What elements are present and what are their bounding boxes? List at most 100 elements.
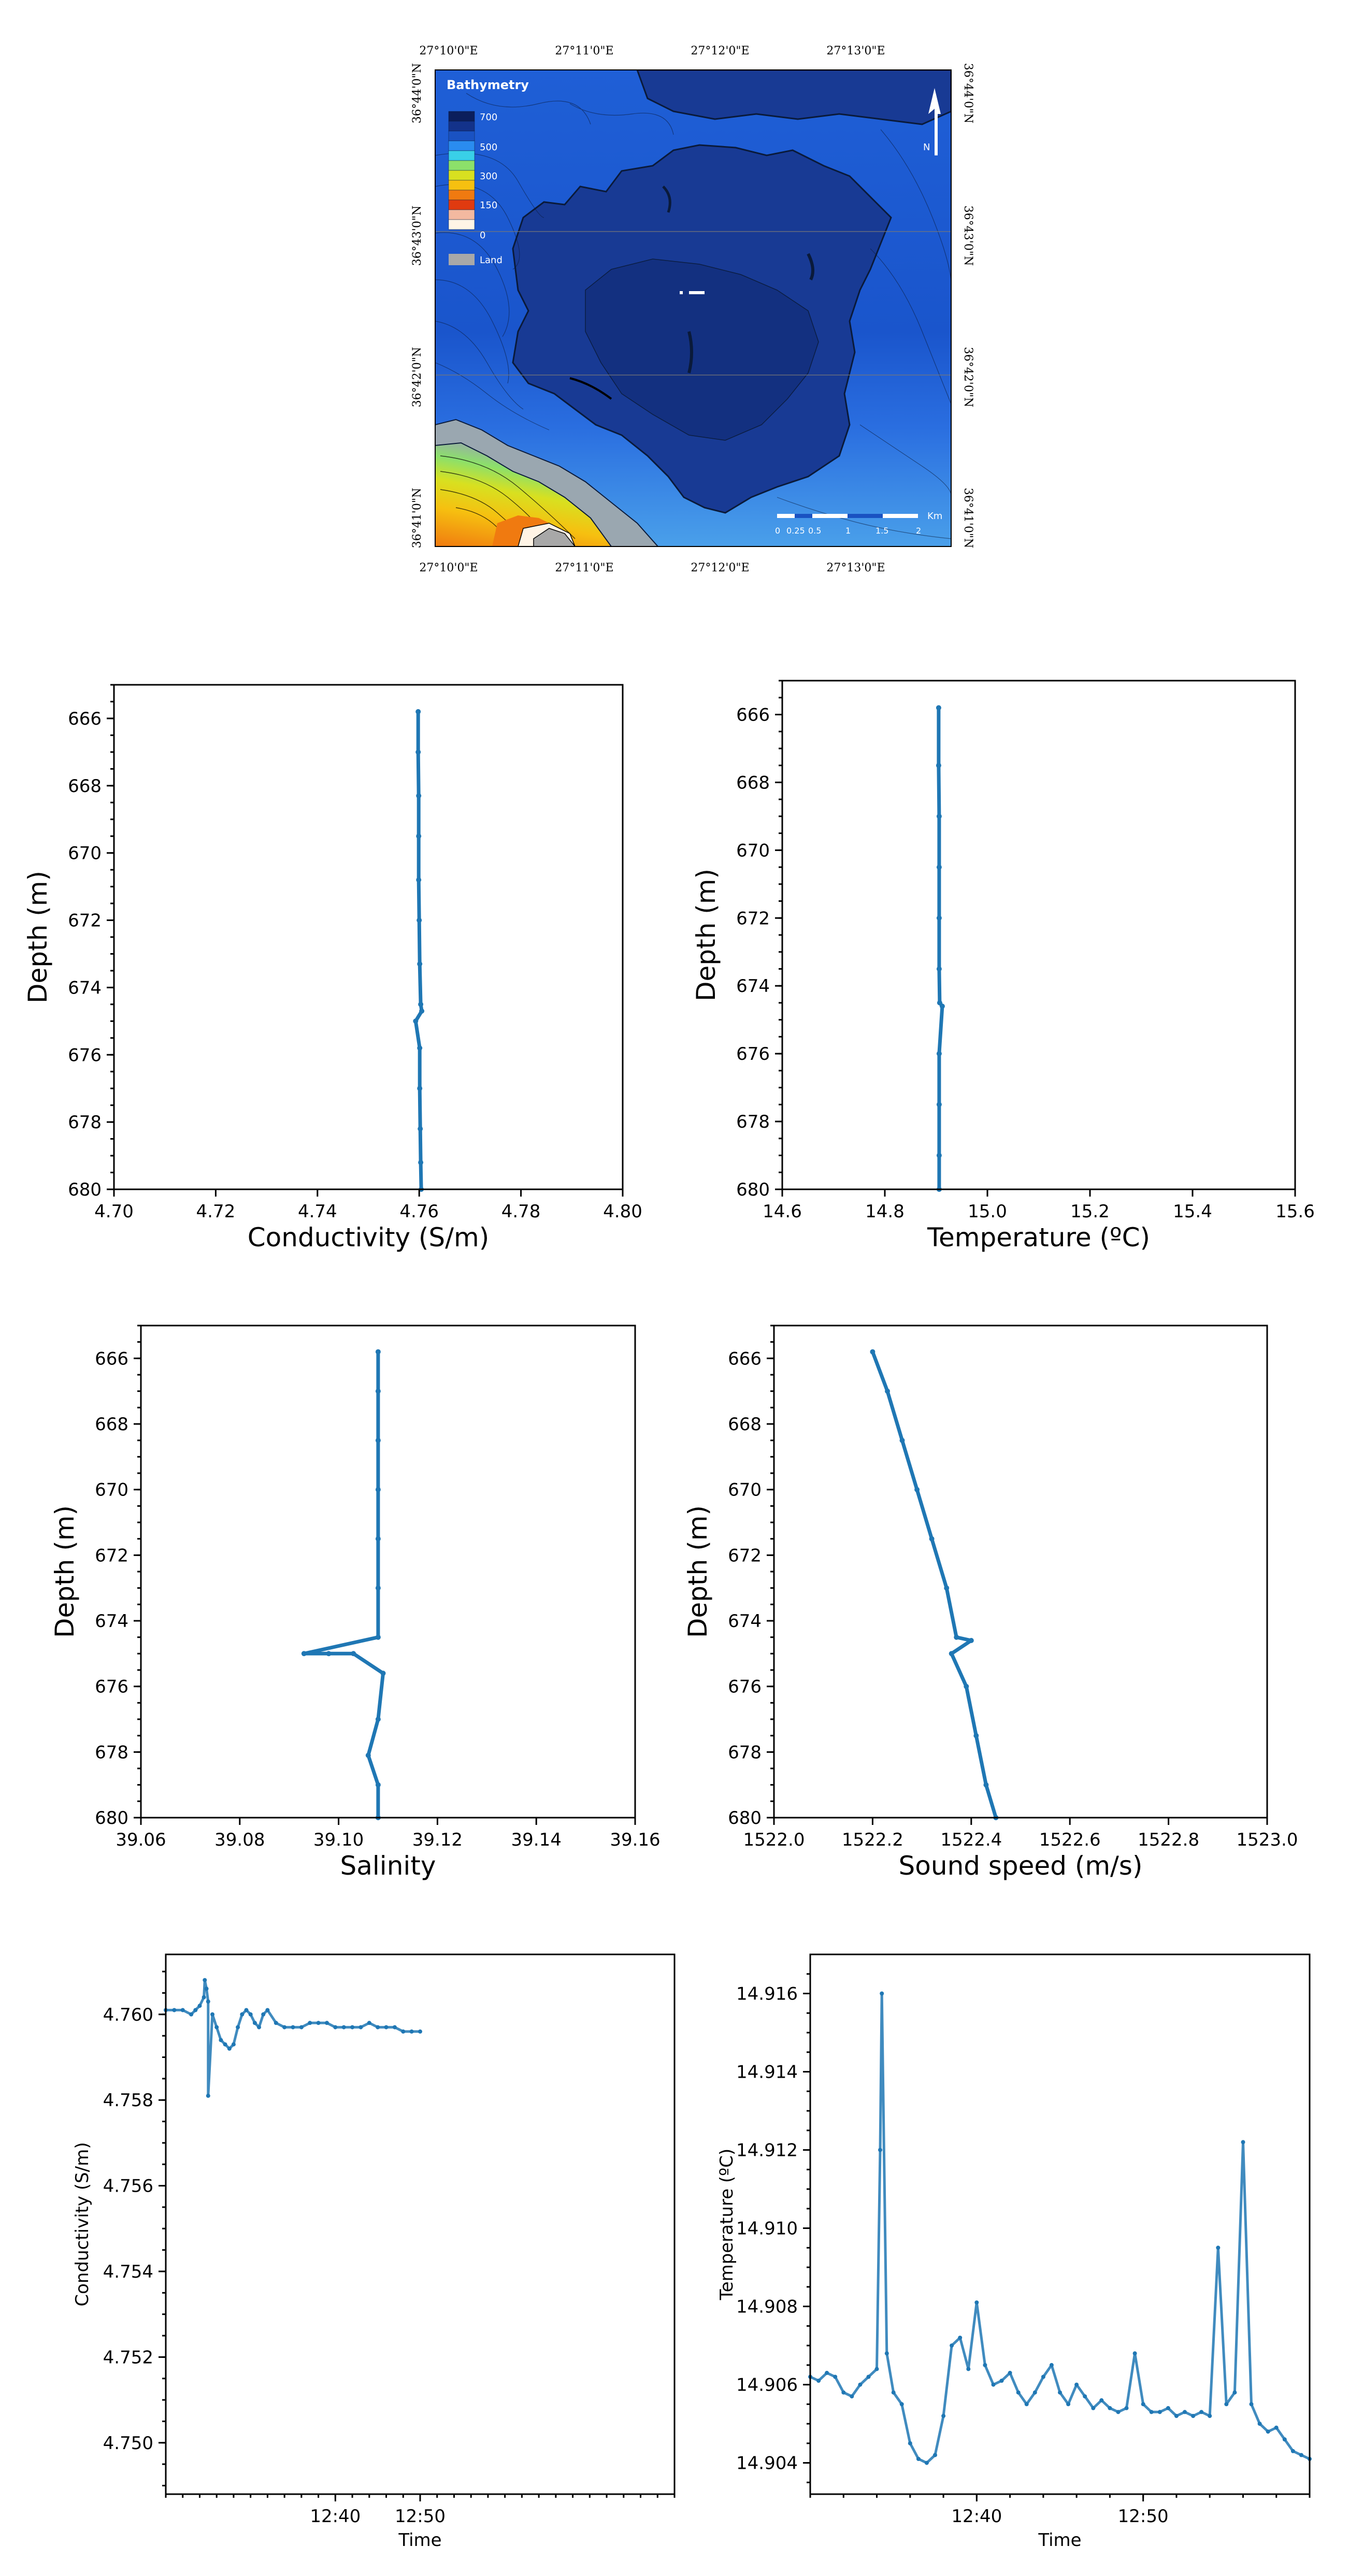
conductivity-time-point-41 [204,1987,209,1991]
conductivity-time-point-13 [231,2042,236,2047]
conductivity-time-point-28 [325,2021,329,2025]
temperature-profile-point-8 [936,1051,942,1057]
scale-label-0-5: 0.5 [808,526,821,536]
temperature-time-point-23 [983,2363,987,2367]
lon-label-top-0: 27°10'0"E [419,45,478,57]
conductivity-profile-x-axis-label: Conductivity (S/m) [248,1222,489,1253]
conductivity-profile-trace [413,711,424,1190]
salinity-profile-point-5 [375,1585,381,1591]
legend-swatch-7 [448,180,475,191]
conductivity-profile-ytick-label-0: 666 [68,709,102,729]
conductivity-profile-x-ticks: 4.70 4.72 4.74 4.76 4.78 4.80 [94,1189,642,1222]
temperature-time-y-axis-label: Temperature (ºC) [716,2149,737,2300]
temperature-time-ytick-label-3: 14.910 [736,2219,798,2239]
conductivity-profile-point-4 [416,877,422,883]
temperature-time-x-axis-label: Time [1038,2530,1081,2551]
conductivity-time-point-29 [333,2025,338,2030]
map-shallow-sw [435,442,612,546]
temperature-time-point-7 [866,2374,871,2379]
sound-speed-profile-point-11 [983,1782,989,1788]
legend-land-label: Land [480,255,503,266]
temperature-time-point-53 [1232,2390,1237,2395]
temperature-time-point-35 [1083,2394,1087,2399]
conductivity-profile-xtick-label-3: 4.76 [399,1201,439,1222]
conductivity-time-xtick-label-1: 12:50 [395,2506,446,2527]
salinity-profile-ytick-label-4: 674 [95,1611,128,1632]
conductivity-profile-ytick-label-4: 674 [68,977,102,998]
sound-speed-profile-point-2 [899,1437,905,1443]
temperature-time-point-41 [1132,2351,1137,2356]
scale-label-2: 2 [916,526,921,536]
temperature-profile-xtick-label-0: 14.6 [763,1201,802,1222]
conductivity-time-xtick-label-0: 12:40 [310,2506,361,2527]
map-lon-labels-bottom: 27°10'0"E 27°11'0"E 27°12'0"E 27°13'0"E [419,562,885,574]
conductivity-profile-point-3 [416,833,422,839]
sound-speed-profile-xtick-label-2: 1522.4 [940,1830,1002,1850]
conductivity-time-points [164,1978,422,2098]
conductivity-profile-ytick-label-3: 672 [68,911,102,931]
temperature-time-point-4 [841,2390,846,2395]
temperature-profile-ytick-label-5: 676 [736,1044,770,1064]
chart-conductivity-profile: 4.70 4.72 4.74 4.76 4.78 4.806666686706726746… [23,684,642,1253]
salinity-profile-x-axis-label: Salinity [340,1851,436,1881]
lon-label-top-2: 27°12'0"E [691,45,749,57]
conductivity-profile-xtick-label-4: 4.78 [501,1201,541,1222]
temperature-time-point-2 [825,2370,829,2375]
conductivity-time-point-35 [384,2025,389,2030]
conductivity-time-point-14 [236,2025,240,2030]
temperature-time-point-9 [878,2148,882,2152]
temperature-time-point-30 [1041,2374,1045,2379]
temperature-time-point-40 [1124,2406,1129,2410]
salinity-profile-ytick-label-2: 670 [95,1480,128,1501]
conductivity-profile-point-11 [417,1086,423,1091]
sound-speed-profile-xtick-label-4: 1522.8 [1138,1830,1199,1850]
salinity-profile-axes-frame [140,1325,636,1819]
legend-swatch-9 [448,199,475,210]
salinity-profile-xtick-label-5: 39.16 [610,1830,660,1850]
conductivity-time-point-10 [219,2038,223,2042]
temperature-time-point-60 [1290,2449,1295,2453]
sound-speed-profile-ytick-label-6: 678 [728,1742,762,1763]
legend-swatch-11 [448,219,475,230]
temperature-time-point-42 [1141,2402,1145,2407]
conductivity-time-point-33 [367,2021,371,2025]
temperature-time-point-13 [899,2402,904,2407]
lon-label-top-3: 27°13'0"E [826,45,885,57]
salinity-profile-point-9 [351,1651,356,1657]
temperature-time-point-19 [950,2343,954,2348]
conductivity-profile-points [413,709,425,1192]
sound-speed-profile-x-ticks: 1522.0 1522.2 1522.4 1522.6 1522.8 1523.0 [743,1818,1298,1850]
temperature-profile-point-4 [936,915,942,921]
legend-value-300: 300 [480,171,497,182]
temperature-time-point-48 [1191,2414,1196,2418]
temperature-profile-point-10 [936,1153,942,1158]
map-legend: Bathymetry 700 500 300 150 0 Land [447,78,529,266]
conductivity-time-point-22 [274,2021,278,2025]
temperature-profile-trace [937,708,944,1189]
temperature-profile-ytick-label-7: 680 [736,1179,770,1200]
legend-swatch-2 [448,131,475,141]
conductivity-time-point-7 [206,1999,210,2004]
chart-temperature-time: 12:40 12:50 14.904 14.906 14.908 14.910 14.912… [716,1953,1312,2551]
sound-speed-profile-ytick-label-3: 672 [728,1545,762,1566]
conductivity-profile-point-2 [416,793,422,799]
temperature-time-point-31 [1049,2363,1054,2367]
temperature-time-point-3 [833,2374,838,2379]
legend-swatch-1 [448,121,475,132]
lat-label-left-1: 36°43'0"N [411,206,424,266]
temperature-profile-y-axis-label: Depth (m) [691,869,721,1001]
conductivity-profile-point-6 [417,961,423,967]
lat-label-right-2: 36°42'0"N [961,347,974,407]
conductivity-profile-y-axis-label: Depth (m) [23,871,53,1003]
sound-speed-profile-point-7 [968,1638,974,1643]
conductivity-time-point-16 [244,2008,249,2012]
salinity-profile-point-13 [375,1782,381,1788]
conductivity-time-point-5 [197,2004,202,2008]
north-label: N [923,142,930,153]
temperature-time-point-58 [1274,2425,1279,2430]
temperature-time-point-8 [874,2367,879,2371]
sound-speed-profile-point-4 [929,1536,935,1542]
conductivity-time-point-30 [341,2025,346,2030]
map-lat-labels-right: 36°44'0"N 36°43'0"N 36°42'0"N 36°41'0"N [961,63,974,548]
temperature-time-point-34 [1074,2382,1079,2387]
